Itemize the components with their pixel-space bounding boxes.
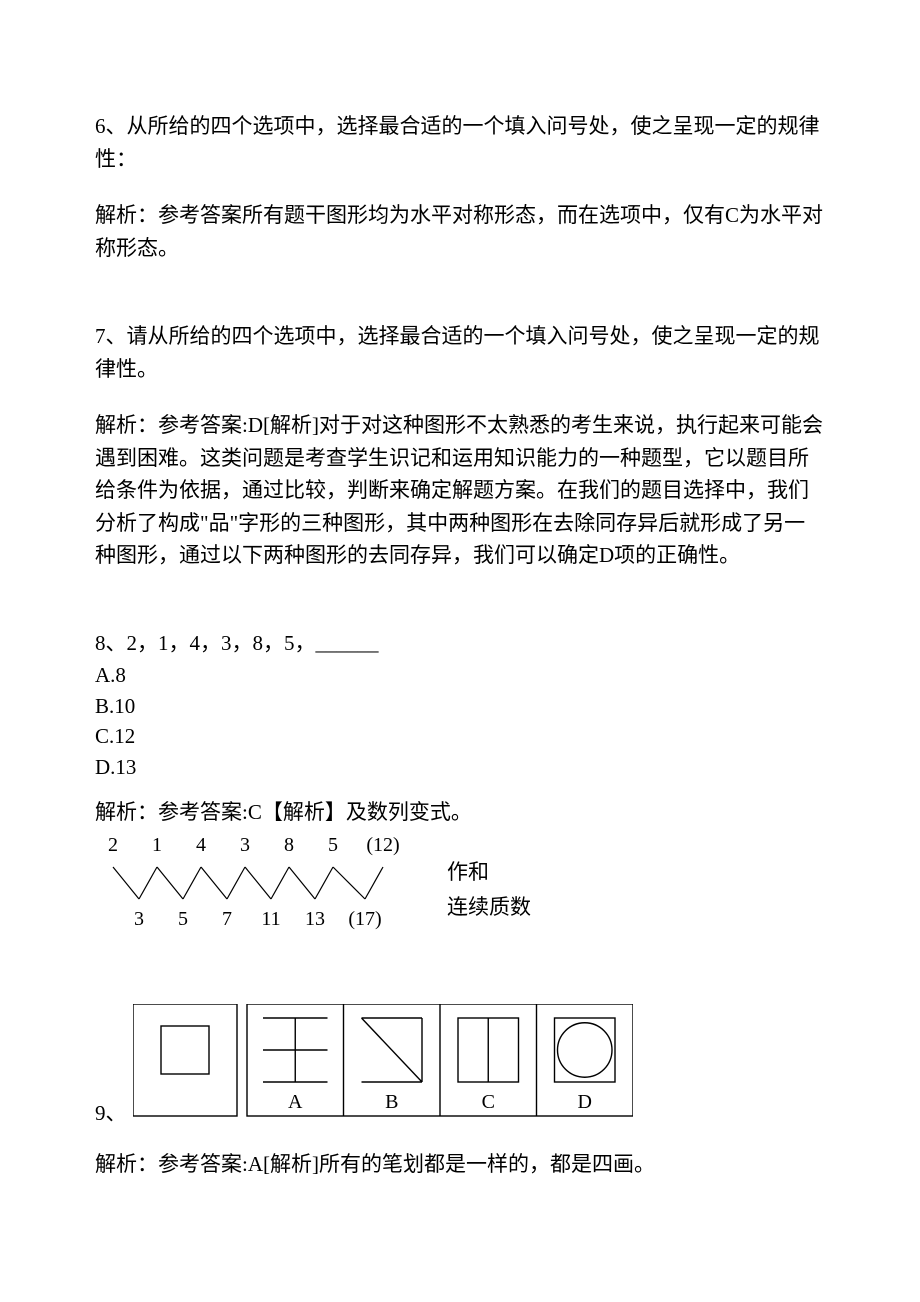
question-6: 6、从所给的四个选项中，选择最合适的一个填入问号处，使之呈现一定的规律性： 解析… xyxy=(95,110,825,264)
svg-text:11: 11 xyxy=(261,908,280,930)
svg-text:3: 3 xyxy=(240,834,250,856)
svg-text:(17): (17) xyxy=(348,908,381,930)
svg-text:5: 5 xyxy=(328,834,338,856)
question-8: 8、2，1，4，3，8，5，______ A.8 B.10 C.12 D.13 … xyxy=(95,628,825,942)
q8-right-label-1: 作和 xyxy=(447,855,531,891)
q8-option-c: C.12 xyxy=(95,721,825,751)
svg-text:7: 7 xyxy=(222,908,232,930)
q6-analysis: 解析：参考答案所有题干图形均为水平对称形态，而在选项中，仅有C为水平对称形态。 xyxy=(95,199,825,264)
q8-option-d: D.13 xyxy=(95,752,825,782)
q8-stem: 8、2，1，4，3，8，5，______ xyxy=(95,628,825,658)
q8-option-a: A.8 xyxy=(95,660,825,690)
svg-text:2: 2 xyxy=(108,834,118,856)
svg-text:5: 5 xyxy=(178,908,188,930)
question-9: 9、 A B C D 解析：参考答案:A[解析]所有的笔划都是一样的，都是四画。 xyxy=(95,1004,825,1180)
q9-number: 9、 xyxy=(95,1097,127,1134)
svg-text:D: D xyxy=(577,1091,591,1113)
q8-options: A.8 B.10 C.12 D.13 xyxy=(95,660,825,782)
q9-figure-row: 9、 A B C D xyxy=(95,1004,825,1134)
q8-analysis: 解析：参考答案:C【解析】及数列变式。 xyxy=(95,796,825,829)
q8-option-b: B.10 xyxy=(95,691,825,721)
q8-right-labels: 作和 连续质数 xyxy=(447,833,531,926)
svg-text:4: 4 xyxy=(196,834,206,856)
q8-right-label-2: 连续质数 xyxy=(447,890,531,926)
page: 6、从所给的四个选项中，选择最合适的一个填入问号处，使之呈现一定的规律性： 解析… xyxy=(0,0,920,1296)
q7-stem: 7、请从所给的四个选项中，选择最合适的一个填入问号处，使之呈现一定的规律性。 xyxy=(95,320,825,385)
svg-text:1: 1 xyxy=(152,834,162,856)
q6-number: 6、 xyxy=(95,114,127,138)
q6-stem: 6、从所给的四个选项中，选择最合适的一个填入问号处，使之呈现一定的规律性： xyxy=(95,110,825,175)
svg-text:3: 3 xyxy=(134,908,144,930)
q9-figure: A B C D xyxy=(133,1004,633,1134)
svg-text:13: 13 xyxy=(305,908,325,930)
q6-text: 从所给的四个选项中，选择最合适的一个填入问号处，使之呈现一定的规律性： xyxy=(95,114,820,171)
question-7: 7、请从所给的四个选项中，选择最合适的一个填入问号处，使之呈现一定的规律性。 解… xyxy=(95,320,825,572)
q7-analysis: 解析：参考答案:D[解析]对于对这种图形不太熟悉的考生来说，执行起来可能会遇到困… xyxy=(95,409,825,572)
svg-text:8: 8 xyxy=(284,834,294,856)
q8-sequence-svg: 2 1 4 3 8 5 (12) 3 5 7 11 13 (17) xyxy=(95,833,415,943)
q8-sequence-diagram: 2 1 4 3 8 5 (12) 3 5 7 11 13 (17) 作和 连续质数 xyxy=(95,833,825,943)
svg-text:B: B xyxy=(385,1091,398,1113)
svg-text:C: C xyxy=(481,1091,494,1113)
q9-analysis: 解析：参考答案:A[解析]所有的笔划都是一样的，都是四画。 xyxy=(95,1148,825,1181)
svg-text:(12): (12) xyxy=(366,834,399,856)
svg-text:A: A xyxy=(288,1091,303,1113)
q7-number: 7、 xyxy=(95,324,127,348)
q7-text: 请从所给的四个选项中，选择最合适的一个填入问号处，使之呈现一定的规律性。 xyxy=(95,324,820,381)
